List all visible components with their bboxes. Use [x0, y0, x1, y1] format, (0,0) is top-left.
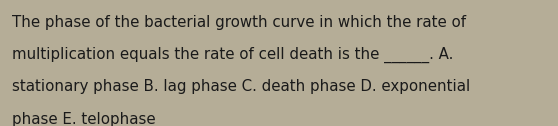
Text: stationary phase B. lag phase C. death phase D. exponential: stationary phase B. lag phase C. death p…: [12, 79, 470, 94]
Text: The phase of the bacterial growth curve in which the rate of: The phase of the bacterial growth curve …: [12, 15, 466, 30]
Text: multiplication equals the rate of cell death is the ______. A.: multiplication equals the rate of cell d…: [12, 47, 454, 64]
Text: phase E. telophase: phase E. telophase: [12, 112, 156, 126]
